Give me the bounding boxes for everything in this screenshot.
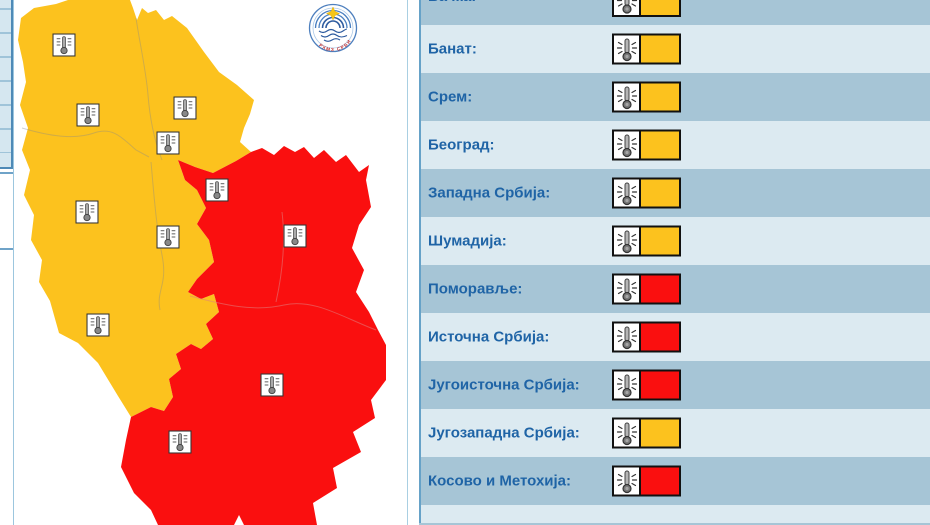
thermometer-cell	[614, 0, 641, 15]
warning-color-cell-orange	[641, 0, 679, 15]
thermometer-cell	[614, 371, 641, 399]
warning-row-6[interactable]: Шумадија:	[421, 217, 930, 265]
map-thermometer-icon	[168, 430, 192, 454]
region-label[interactable]: Југозападна Србија:	[428, 424, 580, 442]
thermometer-cell	[614, 131, 641, 159]
warning-row-10[interactable]: Југозападна Србија:	[421, 409, 930, 457]
warning-row-3[interactable]: Срем:	[421, 73, 930, 121]
thermometer-icon	[616, 0, 637, 14]
map-thermometer-icon	[156, 131, 180, 155]
region-label[interactable]: Београд:	[428, 136, 495, 154]
warning-level-indicator	[612, 0, 681, 17]
region-label[interactable]: Косово и Метохија:	[428, 472, 572, 490]
thermometer-icon	[616, 182, 637, 205]
thermometer-icon	[616, 470, 637, 493]
district-border	[135, 17, 163, 161]
thermometer-cell	[614, 227, 641, 255]
region-label[interactable]: Срем:	[428, 88, 473, 106]
map-thermometer-icon	[76, 103, 100, 127]
warning-level-indicator	[612, 225, 681, 257]
thermometer-cell	[614, 179, 641, 207]
district-border	[150, 161, 165, 311]
next-row-edge	[419, 523, 930, 525]
warning-color-cell-orange	[641, 227, 679, 255]
warning-color-cell-red	[641, 467, 679, 495]
warning-row-2[interactable]: Банат:	[421, 25, 930, 73]
warning-color-cell-orange	[641, 131, 679, 159]
thermometer-icon	[616, 134, 637, 157]
warning-level-indicator	[612, 81, 681, 113]
thermometer-icon	[616, 86, 637, 109]
region-label[interactable]: Шумадија:	[428, 232, 507, 250]
warning-level-indicator	[612, 33, 681, 65]
warning-color-cell-orange	[641, 35, 679, 63]
warning-row-7[interactable]: Поморавље:	[421, 265, 930, 313]
region-label[interactable]: Источна Србија:	[428, 328, 550, 346]
thermometer-cell	[614, 83, 641, 111]
thermometer-icon	[616, 230, 637, 253]
warning-level-indicator	[612, 417, 681, 449]
warning-level-indicator	[612, 129, 681, 161]
warning-row-9[interactable]: Југоисточна Србија:	[421, 361, 930, 409]
map-thermometer-icon	[52, 33, 76, 57]
map-thermometer-icon	[205, 178, 229, 202]
thermometer-cell	[614, 35, 641, 63]
map-thermometer-icon	[86, 313, 110, 337]
serbia-warning-map: РХМЗ СРБИЈЕ	[13, 0, 408, 525]
warning-level-indicator	[612, 177, 681, 209]
left-sidebar-strip	[0, 0, 13, 169]
warning-color-cell-orange	[641, 83, 679, 111]
thermometer-cell	[614, 275, 641, 303]
warning-level-indicator	[612, 321, 681, 353]
warning-row-5[interactable]: Западна Србија:	[421, 169, 930, 217]
region-label[interactable]: Поморавље:	[428, 280, 523, 298]
thermometer-icon	[616, 326, 637, 349]
region-label[interactable]: Банат:	[428, 40, 477, 58]
region-label[interactable]: Бачка:	[428, 0, 476, 5]
district-border	[21, 127, 150, 158]
thermometer-icon	[616, 422, 637, 445]
thermometer-cell	[614, 419, 641, 447]
warning-region-list: Бачка: Банат: Срем: Београд: Западна Србија:…	[419, 0, 930, 525]
region-label[interactable]: Западна Србија:	[428, 184, 551, 202]
district-border	[189, 295, 377, 331]
warning-color-cell-orange	[641, 419, 679, 447]
thermometer-icon	[616, 278, 637, 301]
map-thermometer-icon	[75, 200, 99, 224]
warning-row-11[interactable]: Косово и Метохија:	[421, 457, 930, 505]
warning-level-indicator	[612, 369, 681, 401]
map-thermometer-icon	[156, 225, 180, 249]
map-thermometer-icon	[173, 96, 197, 120]
thermometer-icon	[616, 38, 637, 61]
warning-level-indicator	[612, 465, 681, 497]
region-label[interactable]: Југоисточна Србија:	[428, 376, 580, 394]
warning-row-1[interactable]: Бачка:	[421, 0, 930, 25]
warning-row-4[interactable]: Београд:	[421, 121, 930, 169]
warning-color-cell-red	[641, 371, 679, 399]
thermometer-cell	[614, 467, 641, 495]
warning-color-cell-red	[641, 275, 679, 303]
thermometer-cell	[614, 323, 641, 351]
map-zone-red	[121, 146, 386, 525]
warning-color-cell-red	[641, 323, 679, 351]
warning-level-indicator	[612, 273, 681, 305]
district-border	[275, 211, 285, 303]
thermometer-icon	[616, 374, 637, 397]
map-thermometer-icon	[283, 224, 307, 248]
map-thermometer-icon	[260, 373, 284, 397]
warning-color-cell-orange	[641, 179, 679, 207]
warning-row-8[interactable]: Источна Србија:	[421, 313, 930, 361]
